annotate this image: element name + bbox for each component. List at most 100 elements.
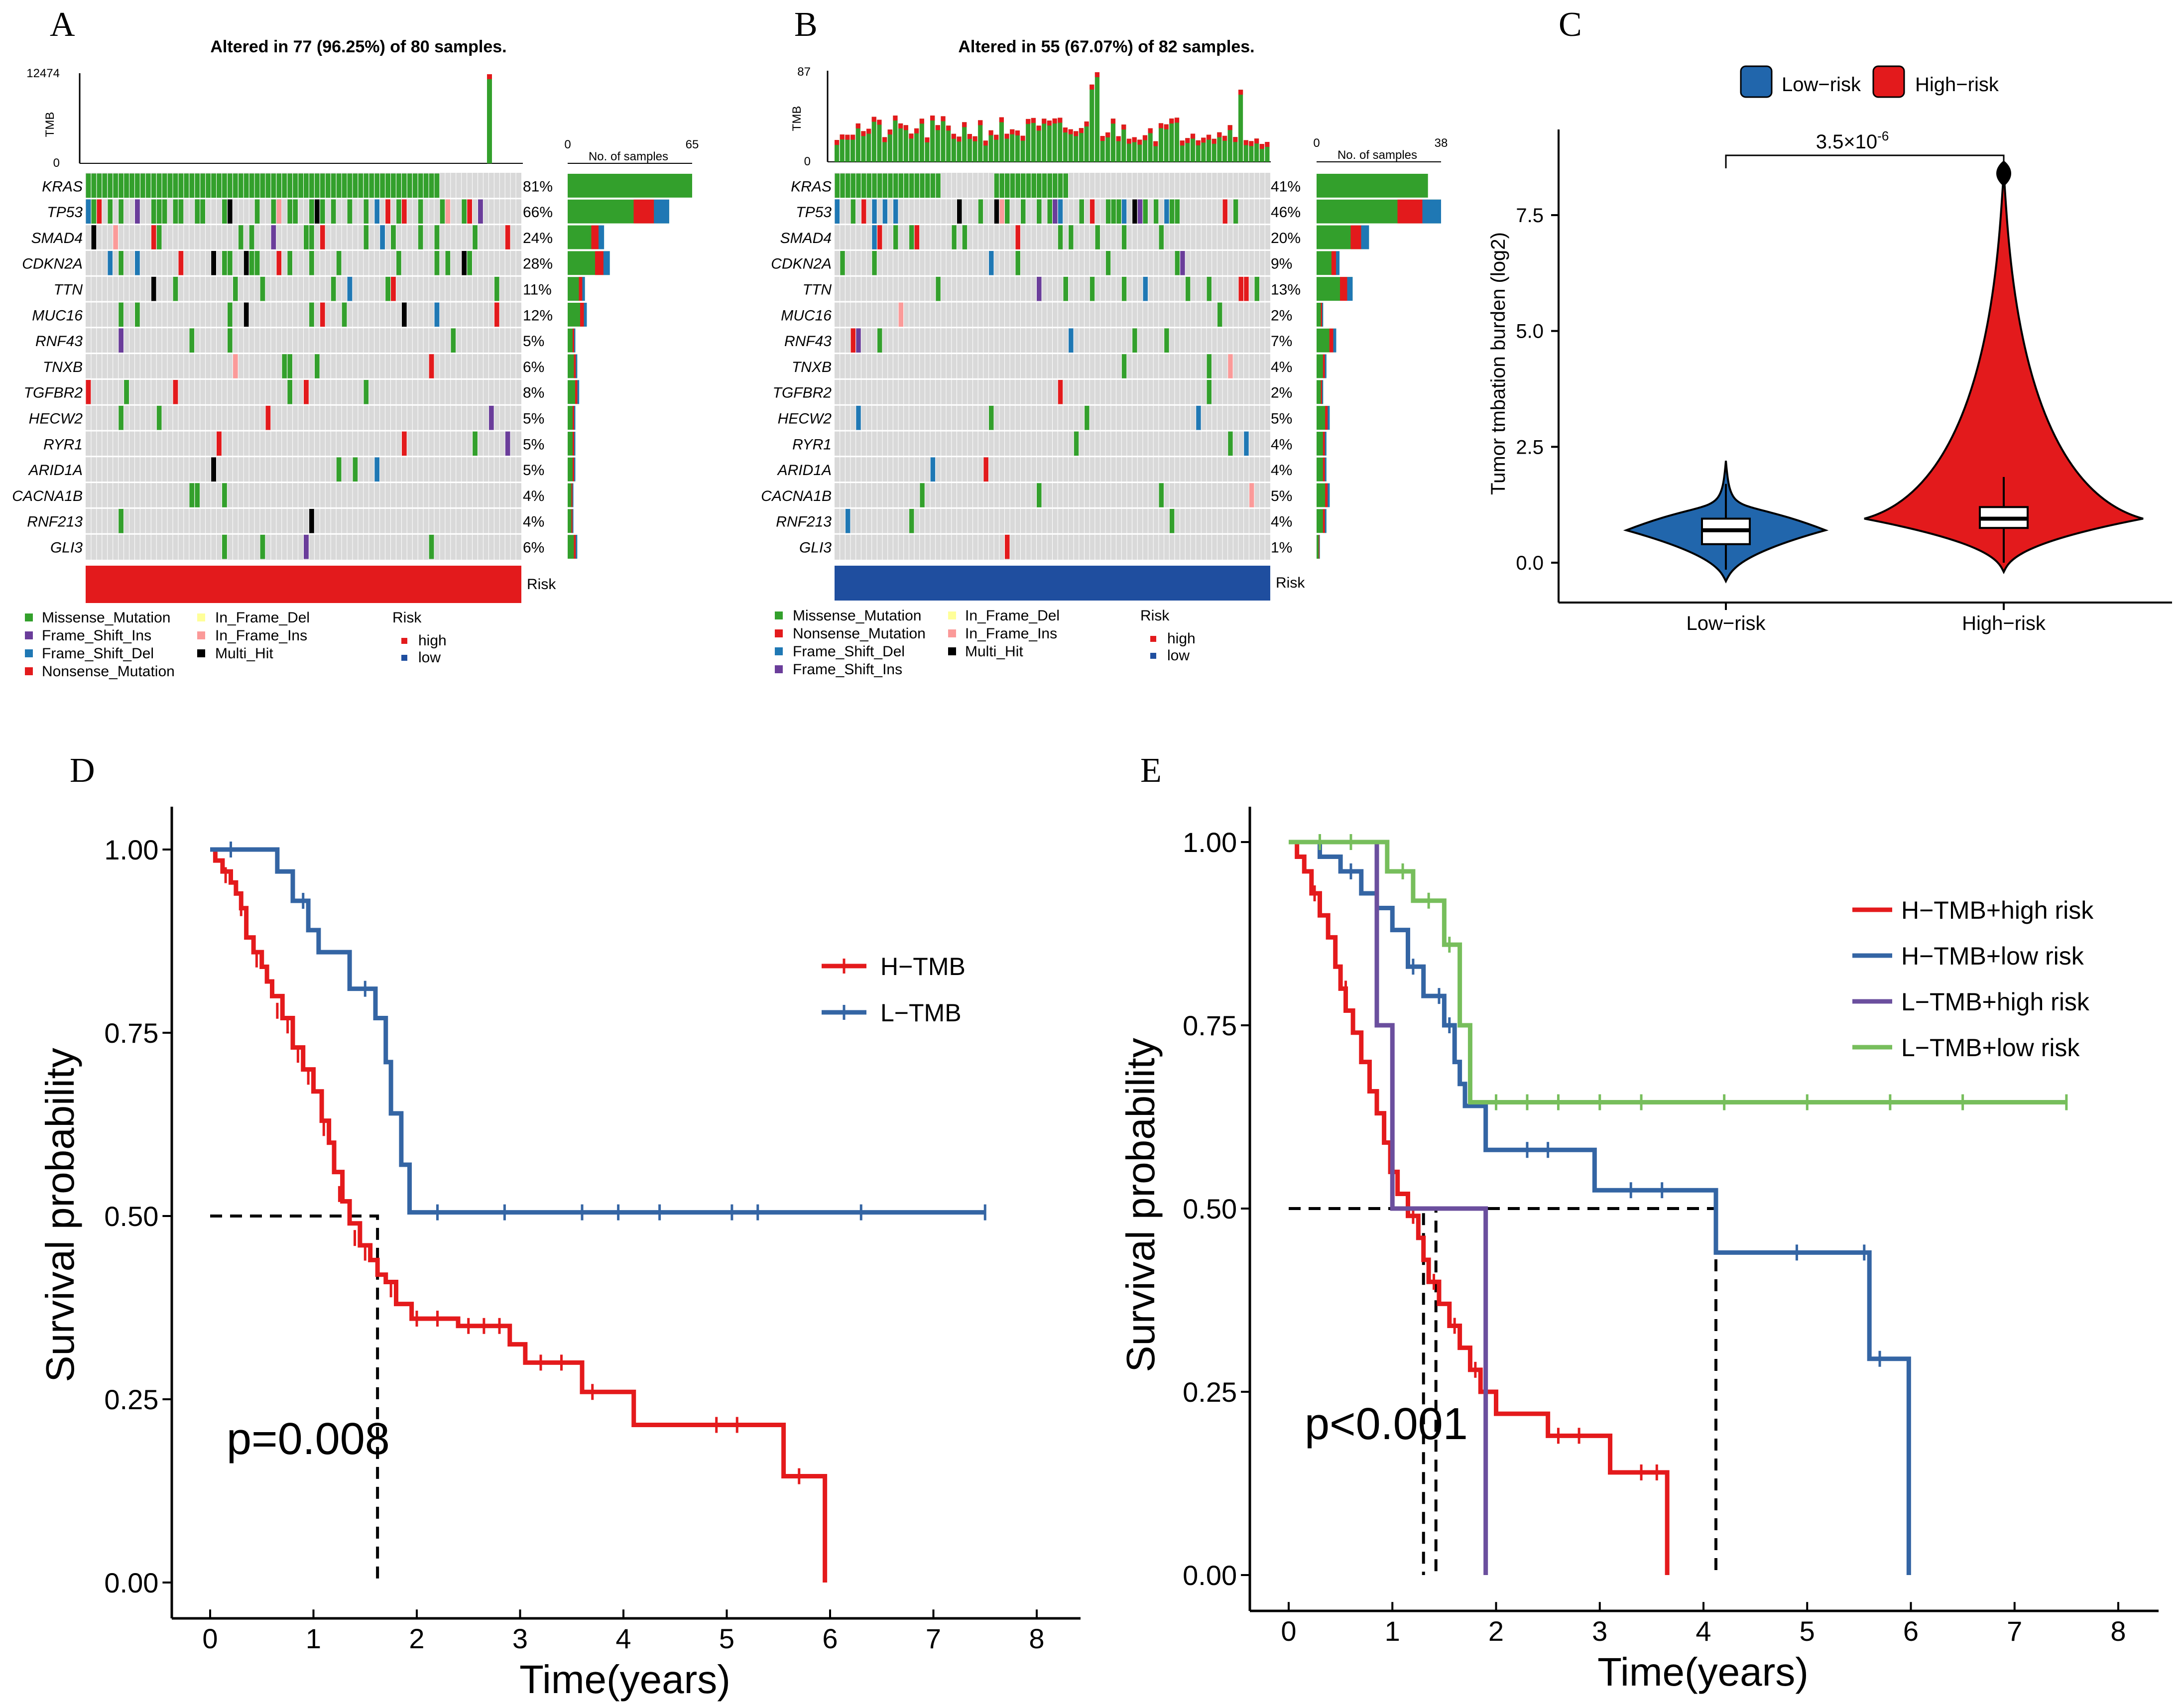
tmb-bar-cap	[1121, 124, 1126, 130]
oncoplot-b: Altered in 55 (67.07%) of 82 samples. TM…	[761, 37, 1448, 678]
mutation-cell	[920, 173, 925, 198]
mutation-cell	[1143, 276, 1148, 301]
mutation-cell	[97, 173, 102, 198]
tmb-bar-cap	[988, 130, 993, 135]
mutation-cell	[314, 354, 320, 378]
mutation-cell	[119, 250, 124, 275]
gene-percent: 12%	[523, 307, 553, 324]
tmb-bar-cap	[935, 125, 940, 130]
mutation-cell	[358, 173, 364, 198]
gene-label: TTN	[803, 281, 832, 298]
legend-b-fsi: Frame_Shift_Ins	[793, 661, 902, 678]
mutation-cell	[1095, 225, 1100, 249]
tmb-bar-cap	[1047, 121, 1052, 126]
mutation-cell	[331, 173, 336, 198]
km-x-tick-label: 5	[1800, 1615, 1815, 1647]
mutation-cell	[119, 328, 124, 353]
mutation-cell	[298, 173, 303, 198]
km-e-legend-1: H−TMB+high risk	[1901, 896, 2094, 924]
mutation-cell	[999, 199, 1004, 224]
mutation-cell	[434, 225, 440, 249]
violin-y-tick-label: 0.0	[1516, 552, 1544, 574]
tmb-bar	[994, 134, 999, 162]
mutation-cell	[856, 173, 861, 198]
tmb-bar	[967, 133, 972, 162]
gene-percent: 4%	[1271, 462, 1292, 479]
mutation-cell	[850, 328, 856, 353]
mutation-cell	[1121, 276, 1127, 301]
gene-count-bar-segment	[1328, 406, 1330, 430]
legend-b-multi-swatch	[948, 647, 956, 655]
tmb-bar-cap	[1153, 141, 1158, 146]
median-survival-line	[1289, 1207, 1425, 1575]
km-x-tick-label: 3	[512, 1623, 528, 1654]
tmb-bar	[1004, 133, 1009, 162]
gene-count-bar-segment	[595, 251, 604, 275]
mutation-cell	[156, 225, 162, 249]
mutation-cell	[254, 250, 260, 275]
gene-count-bar-segment	[603, 251, 610, 275]
legend-b-nonsense: Nonsense_Mutation	[793, 625, 926, 642]
mutation-cell	[249, 250, 254, 275]
violin-legend-low-swatch	[1740, 65, 1773, 98]
gene-percent: 4%	[1271, 514, 1292, 530]
mutation-cell	[156, 199, 162, 224]
gene-percent: 5%	[523, 436, 544, 453]
mutation-cell	[391, 276, 396, 301]
km-d-pvalue: p=0.008	[227, 1414, 390, 1464]
mutation-cell	[217, 173, 222, 198]
legend-a-fsd-swatch	[25, 649, 33, 657]
gene-count-bar-segment	[1321, 380, 1323, 404]
km-e-curves	[1289, 834, 2068, 1575]
tmb-bar-cap	[967, 133, 972, 139]
gene-count-bar-segment	[584, 303, 587, 327]
gene-label: GLI3	[799, 539, 832, 556]
gene-label: ARID1A	[28, 462, 83, 479]
tmb-bar	[1190, 133, 1196, 162]
gene-percent: 20%	[1271, 230, 1301, 246]
oncoplot-b-title: Altered in 55 (67.07%) of 82 samples.	[958, 37, 1254, 56]
tmb-bar-cap	[1110, 119, 1116, 124]
mutation-cell	[227, 199, 233, 224]
km-y-tick-label: 1.00	[104, 834, 158, 865]
mutation-cell	[1116, 199, 1121, 224]
tmb-bar-cap	[1058, 118, 1063, 123]
mutation-cell	[861, 173, 866, 198]
mutation-cell	[1228, 431, 1233, 456]
mutation-cell	[898, 302, 904, 327]
mutation-cell	[86, 173, 91, 198]
oncoplot-b-bar-axis-label: No. of samples	[1337, 148, 1417, 162]
mutation-cell	[195, 199, 200, 224]
mutation-cell	[1042, 173, 1047, 198]
tmb-bar	[909, 133, 914, 162]
mutation-cell	[467, 250, 473, 275]
oncoplot-b-risk-bar	[835, 566, 1270, 601]
legend-a-fsi-swatch	[25, 631, 33, 639]
mutation-cell	[401, 302, 407, 327]
tmb-bar-cap	[1052, 118, 1057, 123]
gene-count-bar-segment	[573, 328, 575, 353]
gene-count-bar-segment	[1350, 225, 1361, 249]
mutation-cell	[434, 250, 440, 275]
violin-y-tick-label: 5.0	[1516, 321, 1544, 343]
mutation-cell	[238, 173, 243, 198]
mutation-cell	[882, 173, 888, 198]
mutation-cell	[1069, 225, 1074, 249]
tmb-bar-cap	[861, 131, 866, 136]
gene-count-bar-segment	[571, 483, 573, 507]
gene-percent: 4%	[1271, 436, 1292, 453]
tmb-bar-cap	[1180, 140, 1185, 146]
tmb-bar-cap	[1185, 138, 1190, 143]
legend-a-risk-title: Risk	[392, 610, 422, 626]
mutation-cell	[914, 173, 920, 198]
gene-count-bar-segment	[591, 225, 599, 249]
mutation-cell	[162, 173, 167, 198]
violin-y-ticks: 0.0 2.5 5.0 7.5	[1516, 205, 1559, 574]
mutation-cell	[119, 173, 124, 198]
gene-count-bar-segment	[1329, 328, 1333, 353]
oncoplot-a-matrix	[86, 173, 521, 560]
gene-percent: 6%	[523, 359, 544, 375]
mutation-cell	[872, 199, 877, 224]
mutation-cell	[145, 173, 151, 198]
median-survival-line	[210, 1215, 379, 1583]
